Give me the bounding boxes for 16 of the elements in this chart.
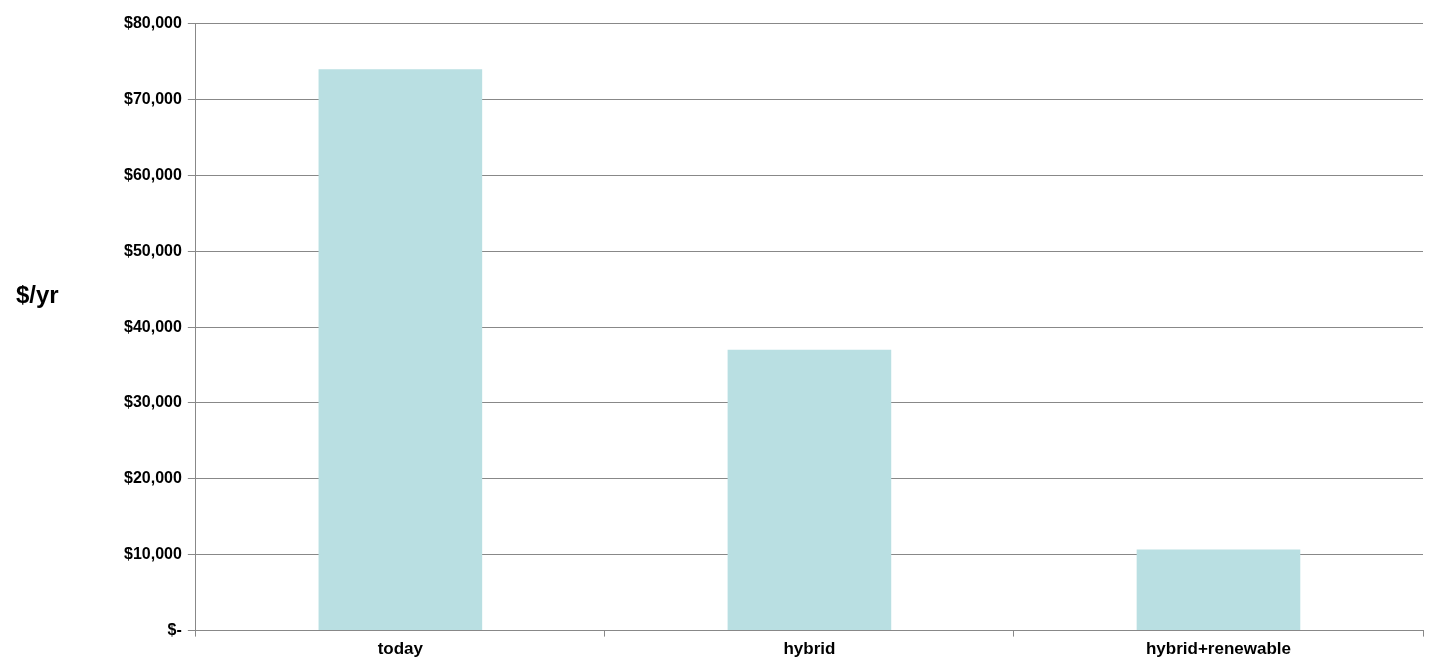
bar [1136,549,1301,631]
y-axis-title: $/yr [16,281,59,309]
y-tick-label: $70,000 [123,89,182,107]
y-tick-label: $60,000 [123,165,182,183]
x-tick-label: hybrid+renewable [1145,639,1291,659]
x-tick-label: hybrid [783,639,836,659]
bar [318,69,483,631]
y-tick-label: $80,000 [123,14,182,32]
y-tick-label: $- [167,621,182,639]
y-tick-label: $30,000 [123,393,182,411]
y-tick-label: $50,000 [123,241,182,259]
y-tick-label: $40,000 [123,317,182,335]
bar [727,349,892,631]
x-tick-label: today [377,639,424,659]
y-tick-label: $10,000 [123,545,182,563]
y-tick-label: $20,000 [123,469,182,487]
